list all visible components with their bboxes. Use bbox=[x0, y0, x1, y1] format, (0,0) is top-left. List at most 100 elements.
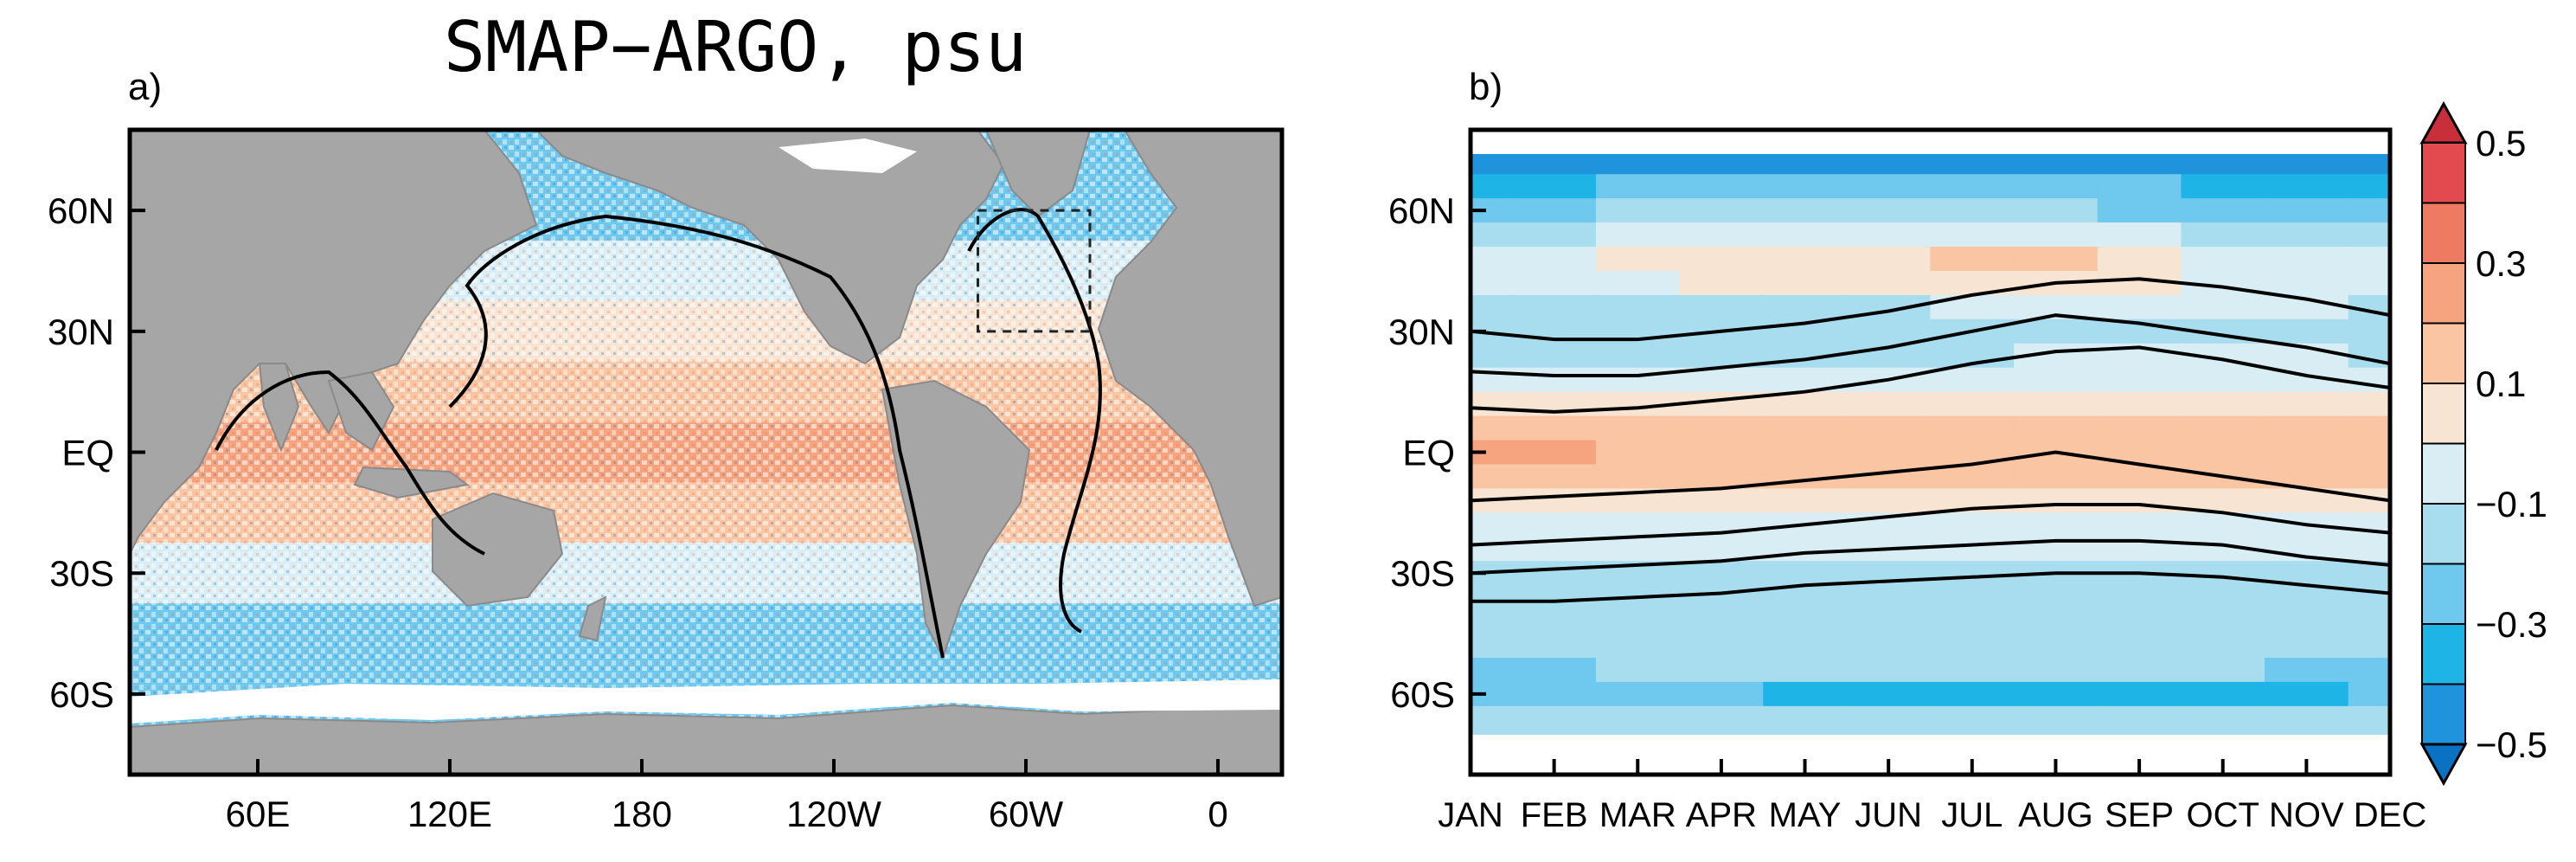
hovmoller-cell bbox=[1846, 415, 1931, 441]
hovmoller-cell bbox=[1846, 174, 1931, 199]
hovmoller-cell bbox=[1763, 174, 1848, 199]
land-south-america bbox=[881, 379, 1031, 660]
hovmoller-cell bbox=[1512, 153, 1597, 175]
colorbar-segment bbox=[2421, 503, 2466, 565]
hovmoller-cell bbox=[1846, 270, 1931, 296]
colorbar-tick-label: 0.5 bbox=[2476, 123, 2526, 164]
hovmoller-cell bbox=[1679, 153, 1764, 175]
y-tick-label: 30N bbox=[1388, 312, 1455, 352]
hovmoller-cell bbox=[1595, 153, 1681, 175]
hovmoller-cell bbox=[2097, 681, 2182, 707]
hovmoller-cell bbox=[1471, 343, 1513, 369]
colorbar-segment bbox=[2421, 683, 2466, 745]
hovmoller-cell bbox=[1930, 634, 2015, 659]
hovmoller-cell bbox=[2014, 585, 2099, 610]
hovmoller-cell bbox=[2265, 318, 2349, 344]
hovmoller-cell bbox=[1595, 174, 1681, 199]
hovmoller-cell bbox=[2014, 174, 2099, 199]
hovmoller-cell bbox=[1679, 488, 1764, 513]
hovmoller-cell bbox=[2181, 415, 2265, 441]
hovmoller-cell bbox=[1679, 198, 1764, 223]
hovmoller-cell bbox=[1512, 512, 1597, 537]
month-tick-label: JUN bbox=[1855, 796, 1922, 834]
hovmoller-cell bbox=[1512, 440, 1597, 465]
panel-b-axes: JAN FEB MAR APR MAY JUN JUL AUG SEP OCT NOV DEC 60N 3… bbox=[1388, 190, 2426, 834]
hovmoller-cell bbox=[2348, 318, 2390, 344]
hovmoller-cell bbox=[2097, 222, 2182, 248]
hovmoller-cell bbox=[1595, 512, 1681, 537]
hovmoller-cell bbox=[2348, 198, 2390, 223]
colorbar-segment bbox=[2421, 202, 2466, 264]
hovmoller-cell bbox=[1763, 270, 1848, 296]
hovmoller-cell bbox=[1471, 222, 1513, 248]
x-tick-label: 180 bbox=[612, 794, 672, 834]
month-tick-label: APR bbox=[1686, 796, 1757, 834]
hovmoller-cell bbox=[1846, 153, 1931, 175]
hovmoller-cell bbox=[1471, 609, 1513, 634]
hovmoller-cell bbox=[2348, 634, 2390, 659]
hovmoller-cell bbox=[1595, 294, 1681, 320]
hovmoller-cell bbox=[1512, 561, 1597, 586]
hovmoller-cell bbox=[2265, 198, 2349, 223]
hovmoller-cell bbox=[2097, 488, 2182, 513]
colorbar: 0.5 0.3 0.1 −0.1 −0.3 −0.5 bbox=[2419, 100, 2547, 787]
hovmoller-cell bbox=[2014, 415, 2099, 441]
x-tick-label: 60E bbox=[226, 794, 291, 834]
hovmoller-cell bbox=[2181, 440, 2265, 465]
land-eurasia-africa bbox=[130, 130, 538, 555]
land-new-zealand bbox=[578, 595, 607, 642]
hovmoller-cell bbox=[1512, 657, 1597, 683]
colorbar-tick-label: 0.3 bbox=[2476, 243, 2526, 284]
hovmoller-cell bbox=[1763, 488, 1848, 513]
hovmoller-cell bbox=[2014, 464, 2099, 489]
hovmoller-cell bbox=[1763, 222, 1848, 248]
land-north-america bbox=[535, 130, 1005, 365]
hovmoller-cell bbox=[1763, 561, 1848, 586]
panel-label-a: a) bbox=[128, 66, 162, 108]
month-tick-label: MAY bbox=[1769, 796, 1842, 834]
hovmoller-cell bbox=[1763, 198, 1848, 223]
hovmoller-cell bbox=[1679, 634, 1764, 659]
hovmoller-cell bbox=[2265, 174, 2349, 199]
hovmoller-cell bbox=[1512, 294, 1597, 320]
hovmoller-cell bbox=[1471, 634, 1513, 659]
hovmoller-cell bbox=[1846, 634, 1931, 659]
hovmoller-cell bbox=[1679, 561, 1764, 586]
hovmoller-cell bbox=[1471, 247, 1513, 272]
land-se-asia bbox=[327, 370, 395, 452]
colorbar-segment bbox=[2421, 142, 2466, 204]
hovmoller-cell bbox=[2181, 222, 2265, 248]
land-antarctica bbox=[130, 704, 1282, 775]
hovmoller-cell bbox=[1930, 247, 2015, 272]
y-tick-label: EQ bbox=[1402, 433, 1455, 473]
hovmoller-cell bbox=[1471, 512, 1513, 537]
colorbar-bottom-arrow bbox=[2419, 743, 2468, 787]
hovmoller-cell bbox=[2181, 294, 2265, 320]
hovmoller-cell bbox=[2265, 609, 2349, 634]
hovmoller-cell bbox=[1846, 247, 1931, 272]
dashed-box-north-atlantic bbox=[977, 209, 1092, 333]
hovmoller-cell bbox=[1471, 705, 1513, 735]
hovmoller-cell bbox=[1679, 440, 1764, 465]
hovmoller-cell bbox=[1763, 153, 1848, 175]
hovmoller-cell bbox=[1679, 294, 1764, 320]
hovmoller-contour bbox=[1471, 345, 2390, 414]
hovmoller-contour bbox=[1471, 571, 2390, 603]
hovmoller-cell bbox=[1763, 440, 1848, 465]
hovmoller-cell bbox=[2265, 270, 2349, 296]
y-tick-label: 60N bbox=[1388, 190, 1455, 231]
hovmoller-cell bbox=[1512, 247, 1597, 272]
hovmoller-cell bbox=[1846, 391, 1931, 417]
hovmoller-cell bbox=[2181, 174, 2265, 199]
colorbar-segment bbox=[2421, 563, 2466, 625]
hovmoller-cell bbox=[1512, 634, 1597, 659]
colorbar-segment bbox=[2421, 262, 2466, 325]
hovmoller-cell bbox=[1763, 657, 1848, 683]
panel-b-contours bbox=[1471, 277, 2390, 603]
hovmoller-cell bbox=[1595, 657, 1681, 683]
land-greenland bbox=[984, 130, 1092, 218]
hovmoller-cell bbox=[1763, 294, 1848, 320]
hovmoller-cell bbox=[2097, 657, 2182, 683]
hovmoller-cell bbox=[1595, 705, 1681, 735]
month-tick-label: NOV bbox=[2269, 796, 2344, 834]
